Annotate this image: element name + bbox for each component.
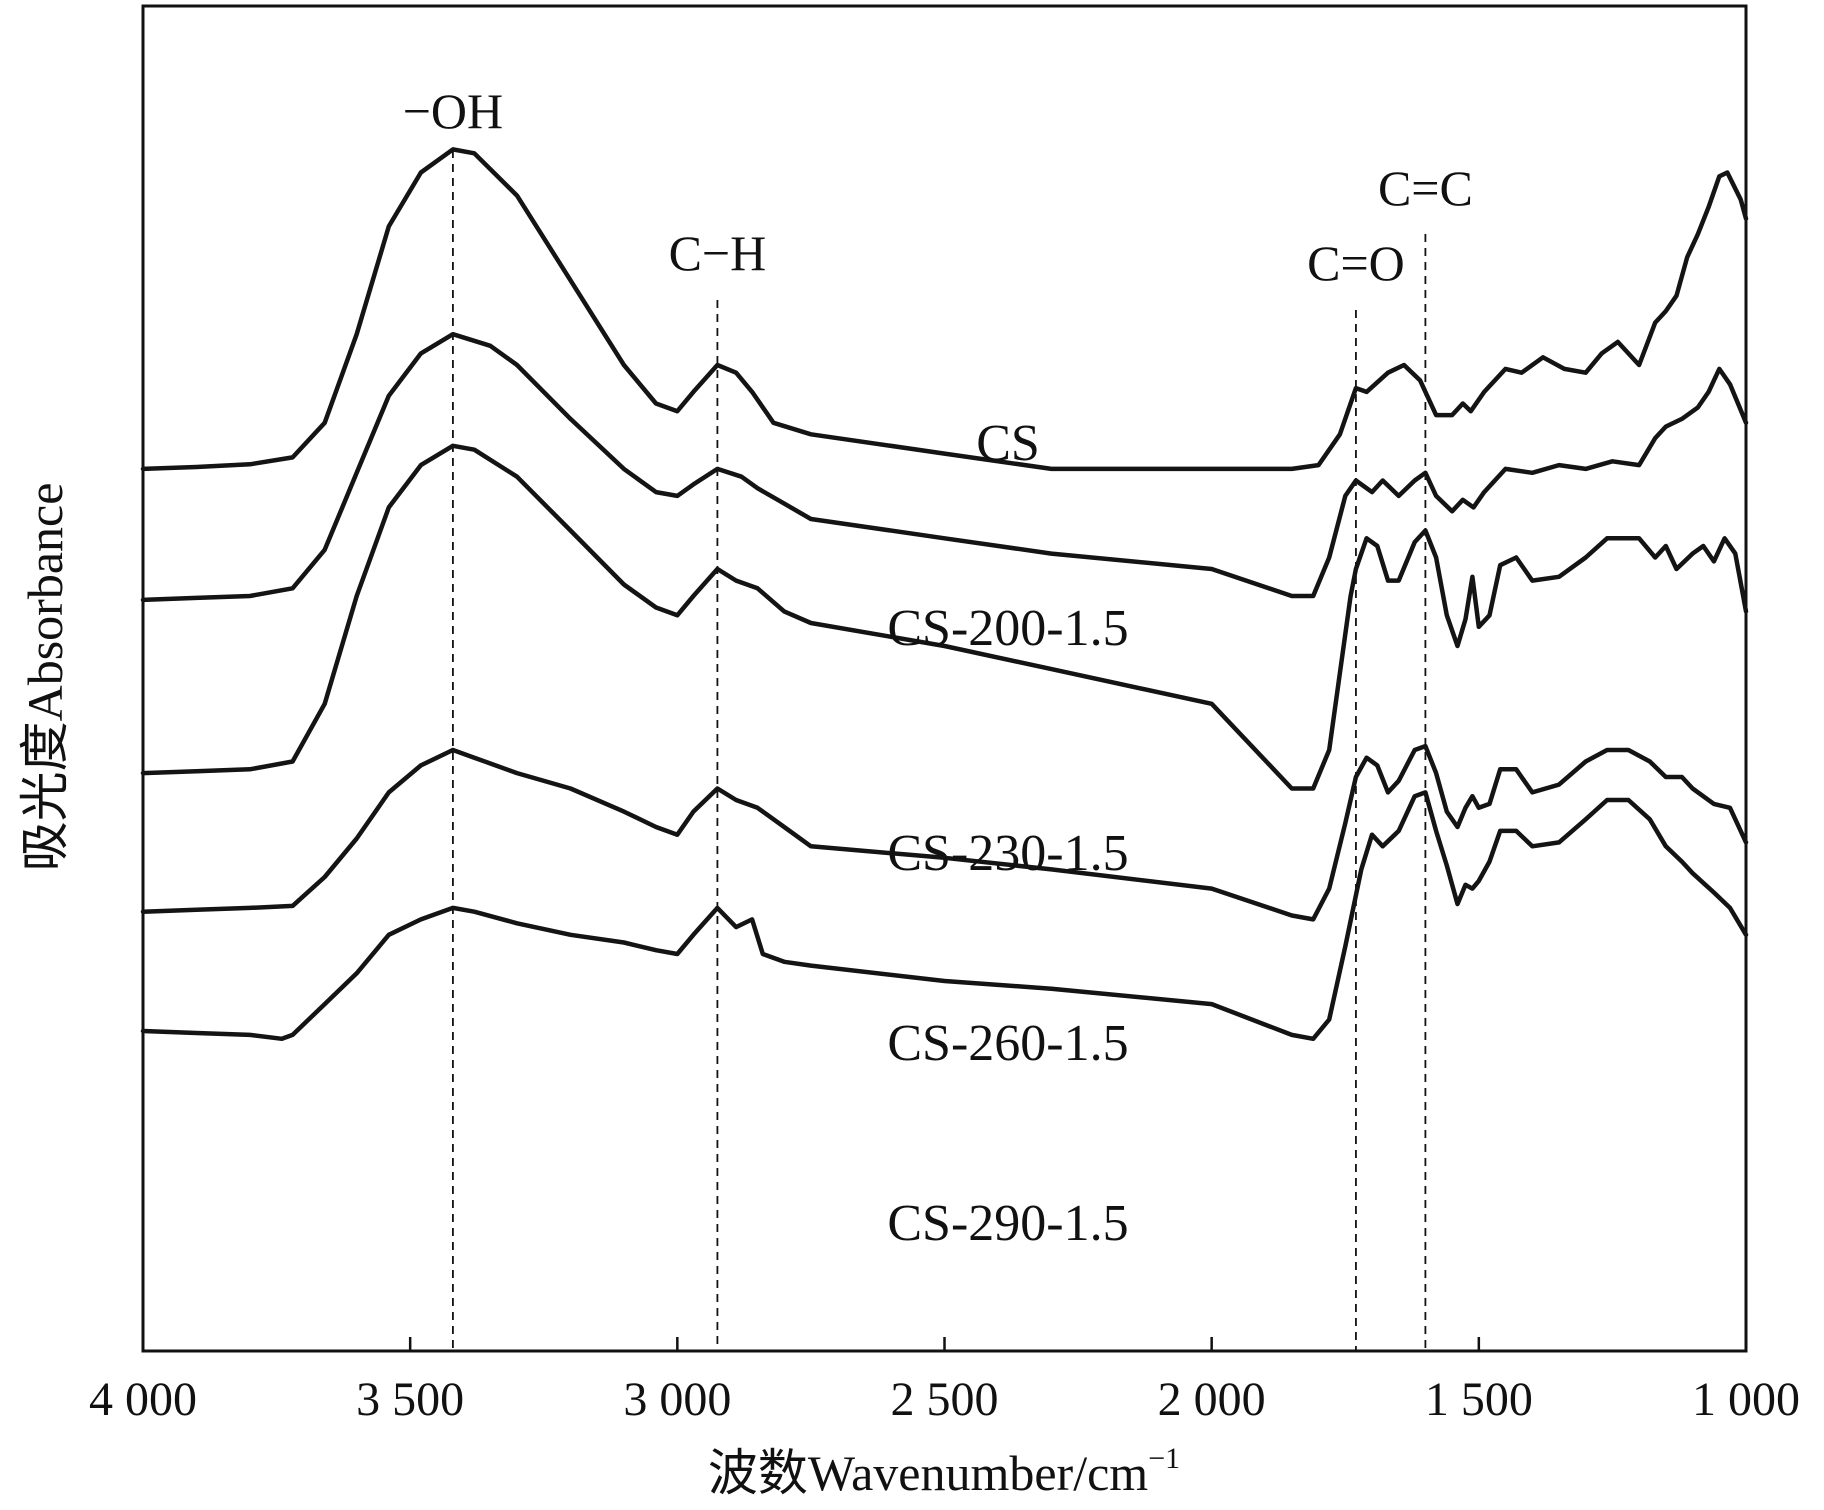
peak-marker-label: C=C <box>1378 160 1473 216</box>
x-tick-label: 3 500 <box>356 1373 464 1426</box>
series-label: CS-200-1.5 <box>887 600 1128 657</box>
x-tick-label: 4 000 <box>89 1373 197 1426</box>
x-tick-label: 2 000 <box>1158 1373 1266 1426</box>
series-label: CS-290-1.5 <box>887 1195 1128 1252</box>
x-axis-title-main: 波数Wavenumber/cm <box>708 1445 1148 1501</box>
peak-marker-label: C=O <box>1307 235 1405 291</box>
spectrum-line <box>140 743 1749 922</box>
y-axis-title: 吸光度Absorbance <box>17 483 73 872</box>
spectrum-line <box>140 147 1749 472</box>
plot-frame <box>141 4 1748 1353</box>
peak-marker-label: C−H <box>669 225 767 281</box>
x-axis-title-superscript: −1 <box>1148 1442 1180 1475</box>
peak-marker-group: −OH C−H C=O C=C <box>403 83 1473 1351</box>
series-label: CS <box>976 415 1040 472</box>
spectrum-line <box>140 331 1749 603</box>
x-tick-label: 3 000 <box>623 1373 731 1426</box>
series-label: CS-230-1.5 <box>887 825 1128 882</box>
spectra-group <box>140 147 1749 1042</box>
peak-marker-label: −OH <box>403 83 503 139</box>
series-label-group: CS CS-200-1.5 CS-230-1.5 CS-260-1.5 CS-290-1… <box>887 415 1128 1252</box>
x-tick-label: 1 000 <box>1692 1373 1800 1426</box>
x-tick-label: 1 500 <box>1425 1373 1533 1426</box>
x-axis-title: 波数Wavenumber/cm−1 <box>708 1442 1180 1501</box>
spectrum-line <box>140 790 1749 1042</box>
spectrum-line <box>140 443 1749 791</box>
x-axis: 4 000 3 500 3 000 2 500 2 000 1 500 1 000 <box>89 1337 1800 1426</box>
x-tick-label: 2 500 <box>891 1373 999 1426</box>
series-label: CS-260-1.5 <box>887 1015 1128 1072</box>
